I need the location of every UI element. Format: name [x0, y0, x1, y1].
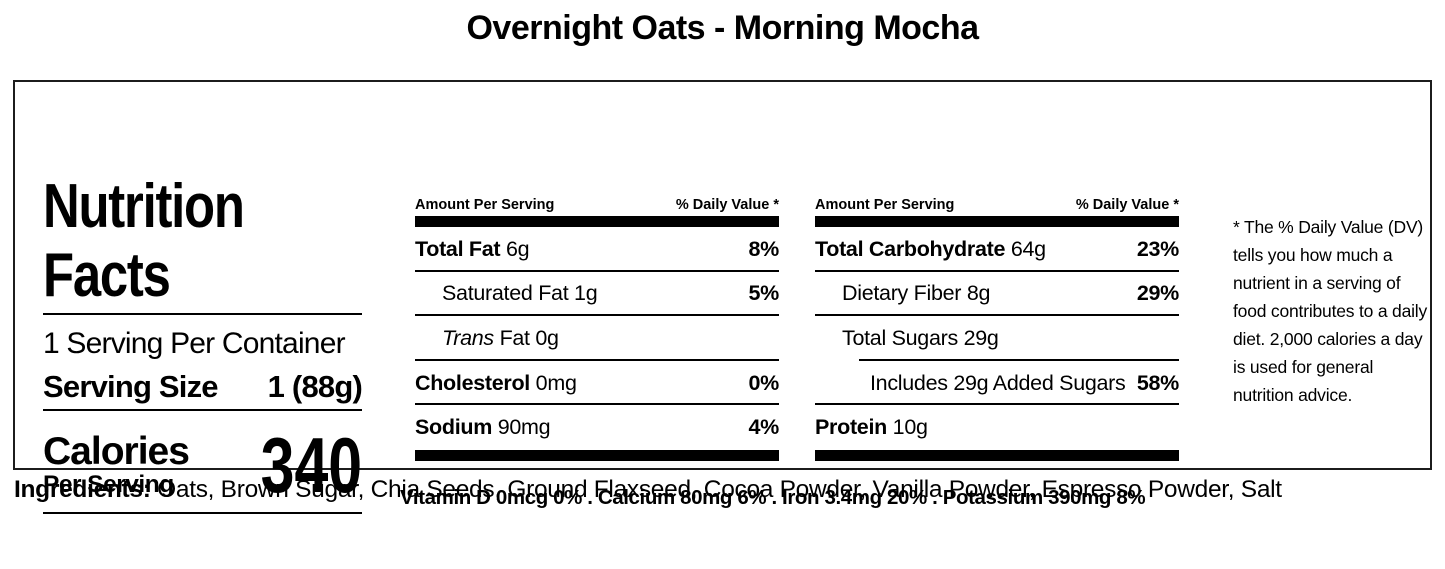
nutrient-row-total-carbohydrate: Total Carbohydrate 64g 23% [815, 227, 1179, 272]
ingredients-line: Ingredients: Oats, Brown Sugar, Chia See… [14, 476, 1414, 504]
amount-per-serving-header: Amount Per Serving [815, 197, 955, 213]
nutrient-row-sodium: Sodium 90mg 4% [415, 415, 780, 440]
calories-sublabel: Per Serving [43, 471, 174, 498]
serving-size-value: 1 (88g) [267, 369, 363, 404]
nutrient-row-dietary-fiber: Dietary Fiber 8g 29% [815, 272, 1179, 317]
nutrient-row-trans-fat: Trans Fat 0g [415, 316, 779, 361]
nutrition-facts-panel: Nutrition Facts 1 Serving Per Container … [13, 80, 1432, 514]
ingredients-value: Oats, Brown Sugar, Chia Seeds, Ground Fl… [157, 476, 1282, 503]
micronutrients-line: Vitamin D 0mcg 0% . Calcium 80mg 6% . Ir… [400, 486, 1146, 509]
divider [43, 409, 362, 411]
amount-per-serving-header: Amount Per Serving [415, 197, 555, 213]
calories-value: 340 [260, 421, 362, 509]
thick-bar [815, 216, 1179, 227]
dv-value: 23% [1136, 236, 1179, 261]
nutrient-row-added-sugars: Includes 29g Added Sugars 58% [815, 361, 1179, 406]
ingredients-label: Ingredients: [14, 476, 151, 503]
nutrient-column-right: Amount Per Serving % Daily Value * Total… [815, 194, 1179, 461]
nutrition-facts-heading: Nutrition Facts [43, 172, 245, 310]
nutrient-row-total-sugars: Total Sugars 29g [815, 316, 1179, 361]
column-header: Amount Per Serving % Daily Value * [415, 194, 779, 216]
nutrient-row-cholesterol: Cholesterol 0mg 0% [415, 361, 779, 406]
daily-value-header: % Daily Value * [675, 197, 779, 213]
dv-value: 5% [748, 281, 780, 306]
dv-value: 4% [748, 415, 780, 440]
thick-bar [815, 449, 1179, 461]
nutrient-column-left: Amount Per Serving % Daily Value * Total… [415, 194, 779, 461]
dv-value: 58% [1136, 370, 1179, 395]
thick-bar [415, 216, 779, 227]
calories-labels: Calories Per Serving [43, 430, 190, 498]
divider [43, 512, 362, 514]
calories-label: Calories [43, 430, 190, 473]
servings-per-container: 1 Serving Per Container [43, 327, 346, 360]
column-header: Amount Per Serving % Daily Value * [815, 194, 1179, 216]
nutrient-row-saturated-fat: Saturated Fat 1g 5% [415, 272, 779, 317]
thick-bar [415, 449, 779, 461]
product-title: Overnight Oats - Morning Mocha [466, 9, 979, 47]
divider [43, 313, 362, 315]
calories-block: Calories Per Serving 340 [43, 426, 362, 504]
daily-value-header: % Daily Value * [1075, 197, 1179, 213]
nutrient-row-total-fat: Total Fat 6g 8% [415, 227, 779, 272]
dv-value: 8% [748, 236, 780, 261]
dv-value: 29% [1136, 281, 1179, 306]
daily-value-footnote: * The % Daily Value (DV) tells you how m… [1233, 217, 1428, 405]
nutrient-row-protein: Protein 10g [815, 415, 928, 440]
serving-size-row: Serving Size 1 (88g) [43, 369, 363, 405]
dv-value: 0% [748, 370, 780, 395]
serving-size-label: Serving Size [43, 369, 219, 404]
